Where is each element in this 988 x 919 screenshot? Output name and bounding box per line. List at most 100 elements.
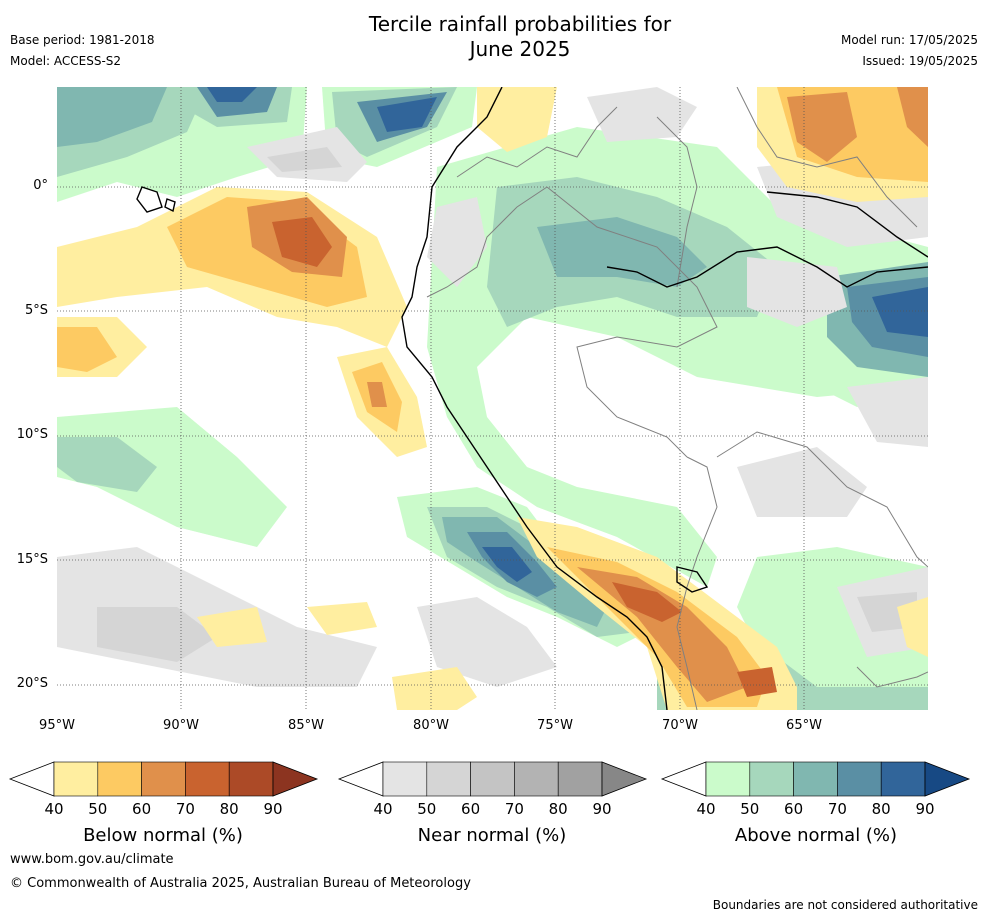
colorbar-tick-label: 40 — [44, 800, 64, 818]
colorbar-extend-high — [601, 761, 648, 797]
lake-titicaca — [676, 566, 709, 593]
near-region — [417, 597, 557, 687]
lon-label-85w: 85°W — [288, 718, 324, 733]
colorbar-tick-label: 90 — [592, 800, 612, 818]
colorbar-tick-label: 60 — [784, 800, 804, 818]
near-region — [747, 257, 847, 327]
below-region — [897, 87, 928, 147]
near-region — [97, 607, 217, 662]
border-bolivia-paraguay — [856, 666, 928, 688]
map-title: Tercile rainfall probabilities for June … — [0, 12, 988, 62]
colorbar-below-normal — [8, 761, 319, 797]
colorbar-extend-low — [8, 761, 55, 797]
colorbar-tick-label: 40 — [696, 800, 716, 818]
colorbar-tick-label: 50 — [740, 800, 760, 818]
colorbar-tick-label: 80 — [548, 800, 568, 818]
colorbar-swatch — [749, 761, 794, 797]
below-region — [897, 597, 928, 657]
near-region — [737, 447, 867, 517]
colorbar-extend-high — [924, 761, 971, 797]
colorbar-swatch — [514, 761, 559, 797]
border-colombia-brazil — [656, 116, 698, 288]
border-peru-brazil — [546, 186, 718, 458]
colorbar-tick-label: 90 — [263, 800, 283, 818]
colorbar-extend-low — [660, 761, 707, 797]
colorbar-tick-label: 80 — [219, 800, 239, 818]
footer-url[interactable]: www.bom.gov.au/climate — [10, 852, 174, 867]
issued-date: Issued: 19/05/2025 — [862, 54, 978, 68]
lat-label-15s: 15°S — [16, 552, 48, 567]
colorbar-swatch — [97, 761, 142, 797]
colorbar-swatch — [470, 761, 515, 797]
boundaries-disclaimer: Boundaries are not considered authoritat… — [712, 898, 978, 912]
below-region — [577, 567, 747, 702]
meta-right: Model run: 17/05/2025 Issued: 19/05/2025 — [841, 30, 978, 72]
colorbar-swatch — [382, 761, 428, 797]
colorbar-tick-label: 60 — [461, 800, 481, 818]
above-region — [537, 217, 707, 287]
colorbar-tick-label: 90 — [915, 800, 935, 818]
border-colombia-ecuador — [456, 106, 618, 178]
below-normal-regions — [57, 87, 928, 710]
near-region — [587, 87, 697, 142]
above-region — [482, 547, 532, 582]
border-ecuador-peru — [426, 186, 548, 298]
colorbar-tick-label: 70 — [504, 800, 524, 818]
below-region — [197, 607, 267, 647]
meta-left: Base period: 1981-2018 Model: ACCESS-S2 — [10, 30, 155, 72]
colorbar-near-normal — [337, 761, 648, 797]
above-region — [57, 87, 167, 147]
title-line-2: June 2025 — [469, 37, 571, 61]
lon-label-65w: 65°W — [786, 718, 822, 733]
border-peru-bolivia — [676, 456, 718, 628]
colorbar-extend-low — [337, 761, 384, 797]
lat-label-20s: 20°S — [16, 676, 48, 691]
above-region — [872, 287, 928, 337]
above-region — [207, 87, 257, 102]
above-region — [57, 437, 157, 492]
below-region — [307, 602, 377, 635]
colorbar-tick-label: 80 — [871, 800, 891, 818]
colorbar-label-below: Below normal (%) — [83, 825, 243, 846]
near-region — [427, 197, 487, 287]
colorbar-label-near: Near normal (%) — [417, 825, 567, 846]
colorbar-swatch — [705, 761, 751, 797]
colorbars-row — [8, 761, 971, 797]
galapagos-island — [164, 198, 176, 213]
river-amazon — [606, 246, 928, 288]
below-region — [737, 667, 777, 697]
galapagos-island — [136, 186, 163, 213]
below-region — [57, 327, 117, 372]
lon-label-95w: 95°W — [39, 718, 75, 733]
colorbar-above-normal — [660, 761, 971, 797]
near-region — [267, 147, 342, 172]
below-region — [367, 382, 387, 407]
country-borders — [426, 87, 928, 710]
border-bolivia-brazil — [716, 431, 928, 568]
river-north — [766, 191, 928, 258]
below-region — [612, 582, 682, 622]
colorbar-swatch — [557, 761, 603, 797]
colorbar-label-above: Above normal (%) — [734, 825, 898, 846]
below-region — [272, 217, 332, 267]
graticule — [57, 87, 928, 710]
model-run: Model run: 17/05/2025 — [840, 33, 978, 47]
colorbar-swatch — [53, 761, 99, 797]
colorbar-tick-label: 60 — [132, 800, 152, 818]
lon-label-75w: 75°W — [537, 718, 573, 733]
colorbar-tick-label: 50 — [88, 800, 108, 818]
border-venezuela — [736, 87, 918, 228]
colorbar-swatch — [185, 761, 230, 797]
lon-label-70w: 70°W — [662, 718, 698, 733]
colorbar-swatch — [793, 761, 838, 797]
base-period: Base period: 1981-2018 — [10, 33, 155, 47]
coastline-west — [401, 87, 668, 710]
model-name: Model: ACCESS-S2 — [10, 54, 122, 68]
below-region — [787, 92, 857, 162]
footer-copyright: © Commonwealth of Australia 2025, Austra… — [10, 876, 471, 891]
lat-label-0: 0° — [33, 178, 48, 193]
colorbar-tick-label: 50 — [417, 800, 437, 818]
colorbar-tick-label: 70 — [175, 800, 195, 818]
title-line-1: Tercile rainfall probabilities for — [368, 12, 672, 36]
lon-label-80w: 80°W — [413, 718, 449, 733]
